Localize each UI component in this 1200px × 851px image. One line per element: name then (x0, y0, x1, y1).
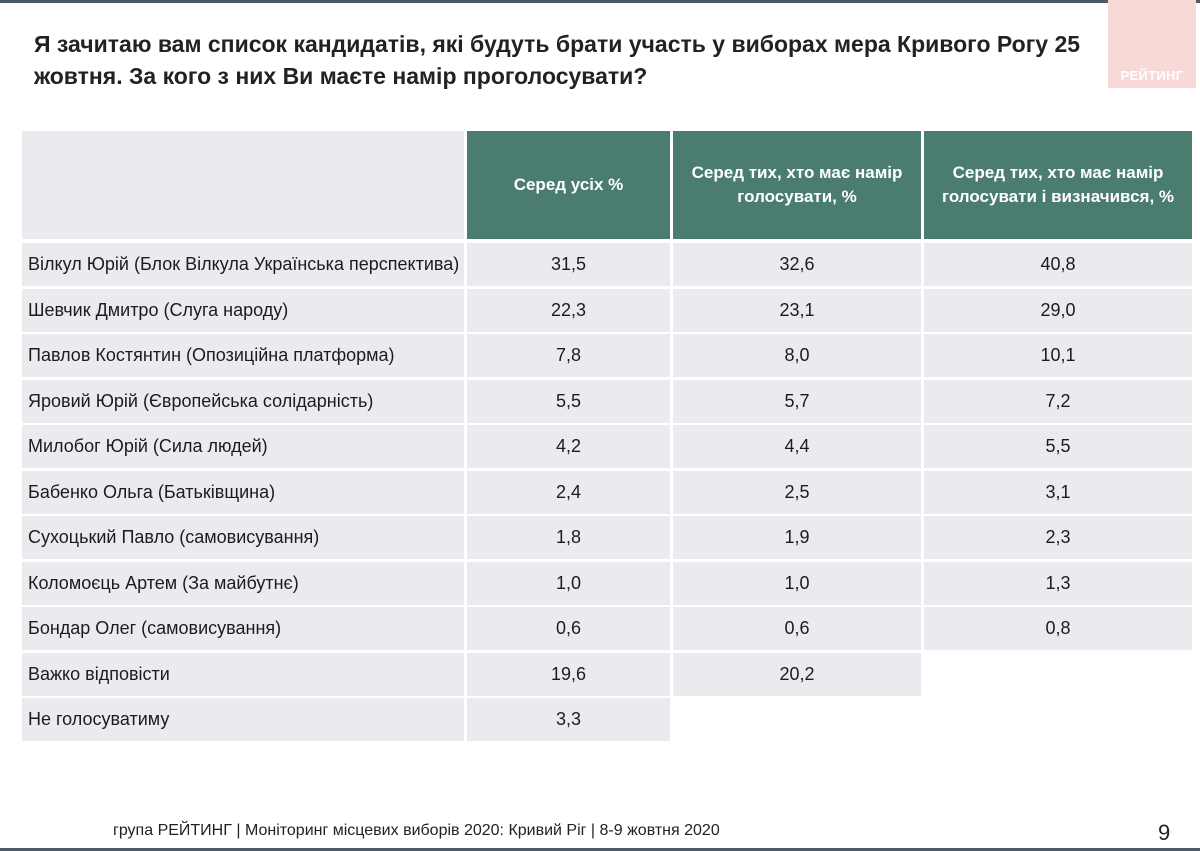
value-intend: 20,2 (673, 653, 921, 696)
value-all: 31,5 (467, 243, 670, 286)
table-row: Милобог Юрій (Сила людей) 4,2 4,4 5,5 (22, 425, 1192, 468)
table-row: Яровий Юрій (Європейська солідарність) 5… (22, 380, 1192, 423)
value-decided: 3,1 (924, 471, 1192, 514)
value-intend: 23,1 (673, 289, 921, 332)
value-decided: 5,5 (924, 425, 1192, 468)
value-all: 22,3 (467, 289, 670, 332)
table-row: Сухоцький Павло (самовисування) 1,8 1,9 … (22, 516, 1192, 559)
value-decided: 40,8 (924, 243, 1192, 286)
value-intend: 0,6 (673, 607, 921, 650)
candidate-name: Павлов Костянтин (Опозиційна платформа) (22, 334, 464, 377)
value-all: 1,8 (467, 516, 670, 559)
table-row: Вілкул Юрій (Блок Вілкула Українська пер… (22, 243, 1192, 286)
value-all: 19,6 (467, 653, 670, 696)
value-decided: 7,2 (924, 380, 1192, 423)
value-decided: 29,0 (924, 289, 1192, 332)
candidate-name: Бабенко Ольга (Батьківщина) (22, 471, 464, 514)
table-row: Бабенко Ольга (Батьківщина) 2,4 2,5 3,1 (22, 471, 1192, 514)
value-all: 3,3 (467, 698, 670, 741)
table-row: Коломоєць Артем (За майбутнє) 1,0 1,0 1,… (22, 562, 1192, 605)
table-row: Павлов Костянтин (Опозиційна платформа) … (22, 334, 1192, 377)
value-all: 4,2 (467, 425, 670, 468)
candidate-name: Милобог Юрій (Сила людей) (22, 425, 464, 468)
value-intend: 8,0 (673, 334, 921, 377)
candidate-name: Важко відповісти (22, 653, 464, 696)
top-divider (0, 0, 1200, 3)
header-all: Серед усіх % (467, 131, 670, 239)
value-decided: 10,1 (924, 334, 1192, 377)
value-intend: 2,5 (673, 471, 921, 514)
candidate-name: Коломоєць Артем (За майбутнє) (22, 562, 464, 605)
header-decided: Серед тих, хто має намір голосувати і ви… (924, 131, 1192, 239)
value-intend: 1,0 (673, 562, 921, 605)
value-all: 5,5 (467, 380, 670, 423)
table-row: Важко відповісти 19,6 20,2 (22, 653, 1192, 696)
candidate-name: Бондар Олег (самовисування) (22, 607, 464, 650)
candidate-name: Вілкул Юрій (Блок Вілкула Українська пер… (22, 243, 464, 286)
value-intend: 1,9 (673, 516, 921, 559)
footer-text: група РЕЙТИНГ | Моніторинг місцевих вибо… (113, 822, 720, 839)
header-intend: Серед тих, хто має намір голосувати, % (673, 131, 921, 239)
logo-text: РЕЙТИНГ (1120, 68, 1184, 83)
value-all: 1,0 (467, 562, 670, 605)
value-decided: 1,3 (924, 562, 1192, 605)
page-number: 9 (1158, 820, 1171, 845)
value-intend: 4,4 (673, 425, 921, 468)
header-blank-cell (22, 131, 464, 239)
value-decided: 2,3 (924, 516, 1192, 559)
candidate-name: Не голосуватиму (22, 698, 464, 741)
candidate-name: Яровий Юрій (Європейська солідарність) (22, 380, 464, 423)
candidate-name: Сухоцький Павло (самовисування) (22, 516, 464, 559)
bottom-divider (0, 848, 1200, 851)
value-intend: 32,6 (673, 243, 921, 286)
value-intend: 5,7 (673, 380, 921, 423)
value-all: 7,8 (467, 334, 670, 377)
value-all: 2,4 (467, 471, 670, 514)
table-row: Шевчик Дмитро (Слуга народу) 22,3 23,1 2… (22, 289, 1192, 332)
value-all: 0,6 (467, 607, 670, 650)
value-decided: 0,8 (924, 607, 1192, 650)
rating-logo: РЕЙТИНГ (1108, 0, 1196, 88)
table-row: Бондар Олег (самовисування) 0,6 0,6 0,8 (22, 607, 1192, 650)
candidate-name: Шевчик Дмитро (Слуга народу) (22, 289, 464, 332)
table-row: Не голосуватиму 3,3 (22, 698, 1192, 741)
slide-title: Я зачитаю вам список кандидатів, які буд… (34, 31, 1081, 89)
